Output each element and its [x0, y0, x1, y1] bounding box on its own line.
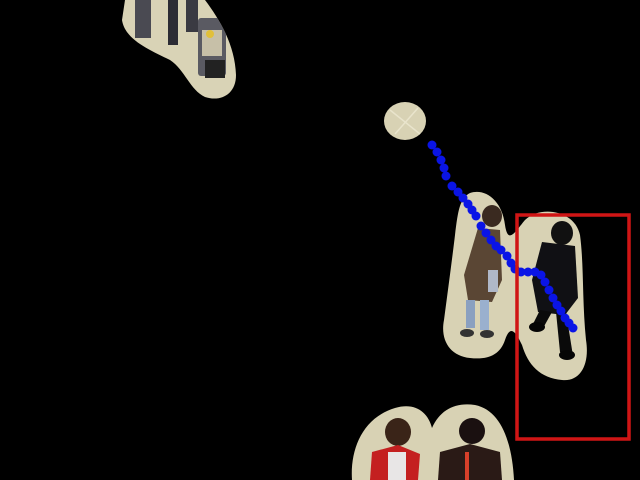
trajectory-dot [476, 221, 486, 231]
trajectory-dot [544, 285, 554, 295]
floor-region-top [122, 0, 236, 99]
floor-region-bottom [351, 404, 514, 480]
trajectory-dot [439, 163, 449, 173]
trajectory-dot [502, 251, 512, 261]
person-dark-jacket [438, 418, 502, 480]
trajectory-dot [441, 171, 451, 181]
person-brown-coat [460, 205, 502, 338]
trajectory-dot [481, 228, 491, 238]
trajectory-dot [458, 193, 468, 203]
person-black-coat [529, 221, 578, 360]
trajectory-dot [540, 277, 550, 287]
trajectory-dot [432, 147, 442, 157]
floor-region-pedestrians [443, 191, 587, 381]
trajectory-dot [523, 267, 533, 277]
trajectory-dot [436, 155, 446, 165]
trajectory-dot [453, 187, 463, 197]
trajectory-dot [447, 181, 457, 191]
trajectory-dot [556, 306, 566, 316]
trajectory-dot [536, 270, 546, 280]
trajectory-dot [496, 245, 506, 255]
floor-patch-small [384, 102, 426, 140]
trajectory-dot [548, 293, 558, 303]
trajectory-dot [427, 140, 437, 150]
trajectory-path [427, 140, 578, 333]
person-red-coat [370, 418, 420, 480]
trajectory-dot [486, 235, 496, 245]
tracking-bounding-box [515, 213, 631, 441]
trajectory-dot [568, 323, 578, 333]
trajectory-dot [471, 211, 481, 221]
